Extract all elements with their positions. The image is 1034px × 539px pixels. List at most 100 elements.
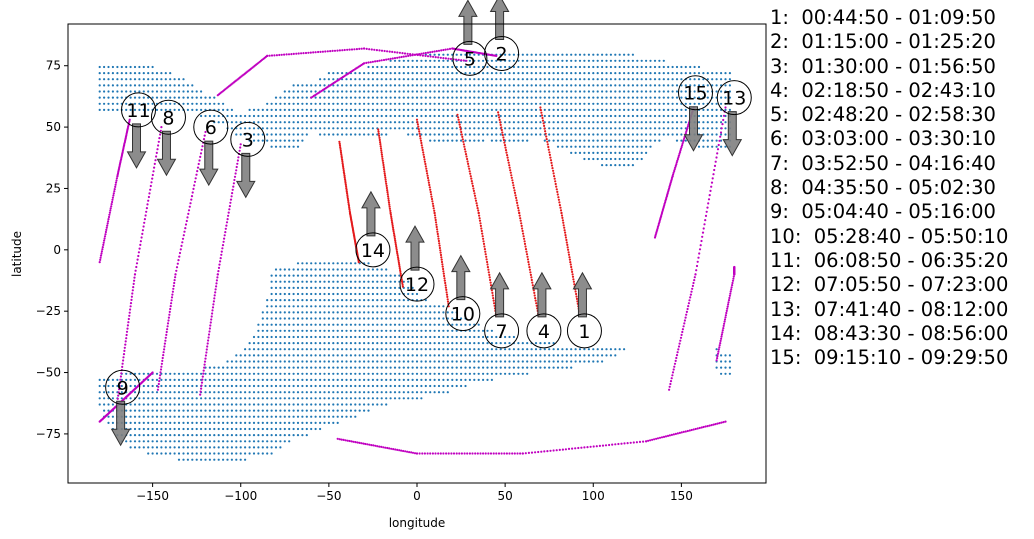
track-point (706, 425, 709, 428)
land-dot (402, 384, 405, 388)
land-dot (217, 397, 220, 400)
track-point (445, 293, 449, 296)
track-point (137, 254, 140, 258)
land-dot (495, 102, 498, 105)
track-point (529, 273, 533, 276)
land-dot (530, 59, 533, 62)
land-dot (495, 133, 498, 136)
land-dot (363, 72, 366, 75)
land-dot (336, 421, 339, 424)
land-dot (442, 311, 445, 314)
land-dot (389, 397, 392, 400)
land-dot (402, 90, 405, 93)
land-dot (596, 157, 599, 161)
land-dot (336, 299, 339, 302)
land-dot (596, 53, 599, 56)
land-dot (160, 72, 163, 75)
land-dot (177, 391, 181, 394)
land-dot (252, 409, 256, 412)
land-dot (477, 127, 480, 130)
land-dot (371, 311, 374, 314)
track-point (422, 153, 425, 156)
track-point (489, 284, 493, 287)
land-dot (235, 133, 238, 136)
track-point (567, 251, 570, 254)
land-dot (460, 348, 463, 351)
track-point (732, 275, 735, 278)
land-dot (578, 84, 582, 87)
land-dot (341, 409, 344, 412)
land-dot (341, 378, 344, 381)
land-dot (609, 133, 613, 136)
land-dot (341, 108, 344, 111)
land-dot (177, 427, 181, 431)
land-dot (200, 409, 203, 412)
land-dot (534, 348, 538, 351)
land-dot (354, 311, 357, 314)
land-dot (288, 286, 291, 289)
land-dot (490, 127, 493, 130)
land-dot (301, 329, 304, 332)
land-dot (477, 90, 480, 93)
track-point (393, 57, 397, 60)
land-dot (455, 384, 458, 388)
land-dot (720, 139, 723, 142)
land-dot (592, 96, 595, 99)
land-dot (226, 114, 229, 118)
land-dot (623, 96, 626, 99)
track-point (199, 152, 203, 155)
land-dot (402, 323, 405, 326)
land-dot (288, 139, 291, 142)
land-dot (305, 421, 308, 424)
land-dot (103, 108, 106, 111)
track-point (466, 157, 469, 161)
land-dot (358, 409, 361, 412)
land-dot (565, 121, 568, 124)
land-dot (266, 378, 269, 381)
land-dot (451, 90, 454, 93)
track-point (124, 340, 127, 343)
land-dot (380, 348, 383, 351)
land-dot (323, 384, 326, 388)
land-dot (248, 397, 251, 400)
track-point (113, 188, 116, 191)
land-dot (578, 348, 582, 351)
land-dot (693, 90, 696, 93)
land-dot (433, 53, 436, 56)
track-point (398, 56, 401, 59)
land-dot (711, 121, 714, 124)
land-dot (239, 366, 242, 369)
land-dot (587, 108, 591, 111)
track-point (133, 279, 136, 282)
track-point (728, 294, 732, 297)
land-dot (142, 102, 145, 105)
track-point (390, 447, 393, 450)
land-dot (319, 114, 322, 118)
land-dot (618, 72, 621, 75)
track-point (438, 244, 441, 247)
land-dot (398, 391, 401, 394)
land-dot (261, 427, 264, 431)
land-dot (274, 403, 278, 406)
land-dot (200, 458, 203, 461)
land-dot (177, 384, 181, 388)
land-dot (327, 274, 330, 277)
land-dot (213, 458, 216, 461)
land-dot (288, 280, 291, 283)
land-dot (680, 114, 683, 118)
track-point (437, 237, 440, 240)
track-point (177, 259, 180, 262)
land-dot (393, 274, 397, 277)
track-point (336, 437, 339, 440)
land-dot (142, 421, 145, 424)
track-point (353, 48, 356, 51)
land-dot (147, 78, 150, 81)
land-dot (393, 335, 397, 339)
land-dot (433, 127, 436, 130)
land-dot (556, 90, 560, 93)
land-dot (658, 90, 661, 93)
land-dot (407, 292, 410, 296)
track-point (178, 255, 181, 258)
land-dot (125, 421, 128, 424)
land-dot (407, 323, 410, 326)
